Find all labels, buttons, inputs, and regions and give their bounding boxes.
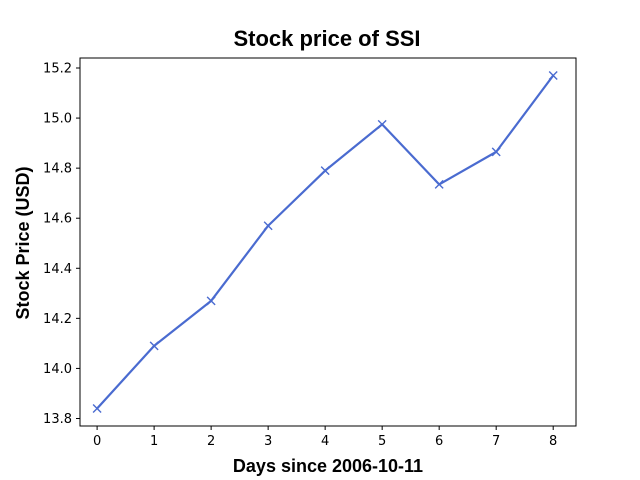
series-line [96,74,555,410]
y-tick-label: 13.8 [43,412,72,427]
y-tick-label: 14.4 [43,262,72,277]
x-tick-label: 6 [435,434,443,449]
x-tick-label: 7 [492,434,500,449]
data-point-marker [320,166,330,176]
y-tick-label: 15.2 [43,62,72,77]
x-tick-label: 8 [549,434,557,449]
x-tick-label: 2 [207,434,215,449]
y-axis-label: Stock Price (USD) [13,166,33,319]
x-tick-label: 4 [321,434,329,449]
data-point-marker [548,71,558,81]
data-point-marker [434,179,444,189]
x-tick-label: 3 [264,434,272,449]
chart-title: Stock price of SSI [233,26,420,51]
x-axis-label: Days since 2006-10-11 [233,456,423,476]
data-point-marker [149,341,159,351]
x-tick-label: 1 [150,434,158,449]
y-axis: 13.8 14.0 14.2 14.4 14.6 14.8 15.0 15.2 [43,62,80,427]
y-tick-label: 14.6 [43,212,72,227]
data-point-marker [377,119,387,129]
plot-area-frame [79,57,577,427]
data-point-marker [263,221,273,231]
y-tick-label: 14.8 [43,162,72,177]
x-axis: 0 1 2 3 4 5 6 7 8 [93,426,557,449]
data-point-marker [92,403,102,413]
data-point-marker [206,296,216,306]
y-tick-label: 14.2 [43,312,72,327]
x-tick-label: 5 [378,434,386,449]
y-tick-label: 14.0 [43,362,72,377]
data-point-marker [491,147,501,157]
x-tick-label: 0 [93,434,101,449]
series-group [92,71,558,413]
y-tick-label: 15.0 [43,112,72,127]
